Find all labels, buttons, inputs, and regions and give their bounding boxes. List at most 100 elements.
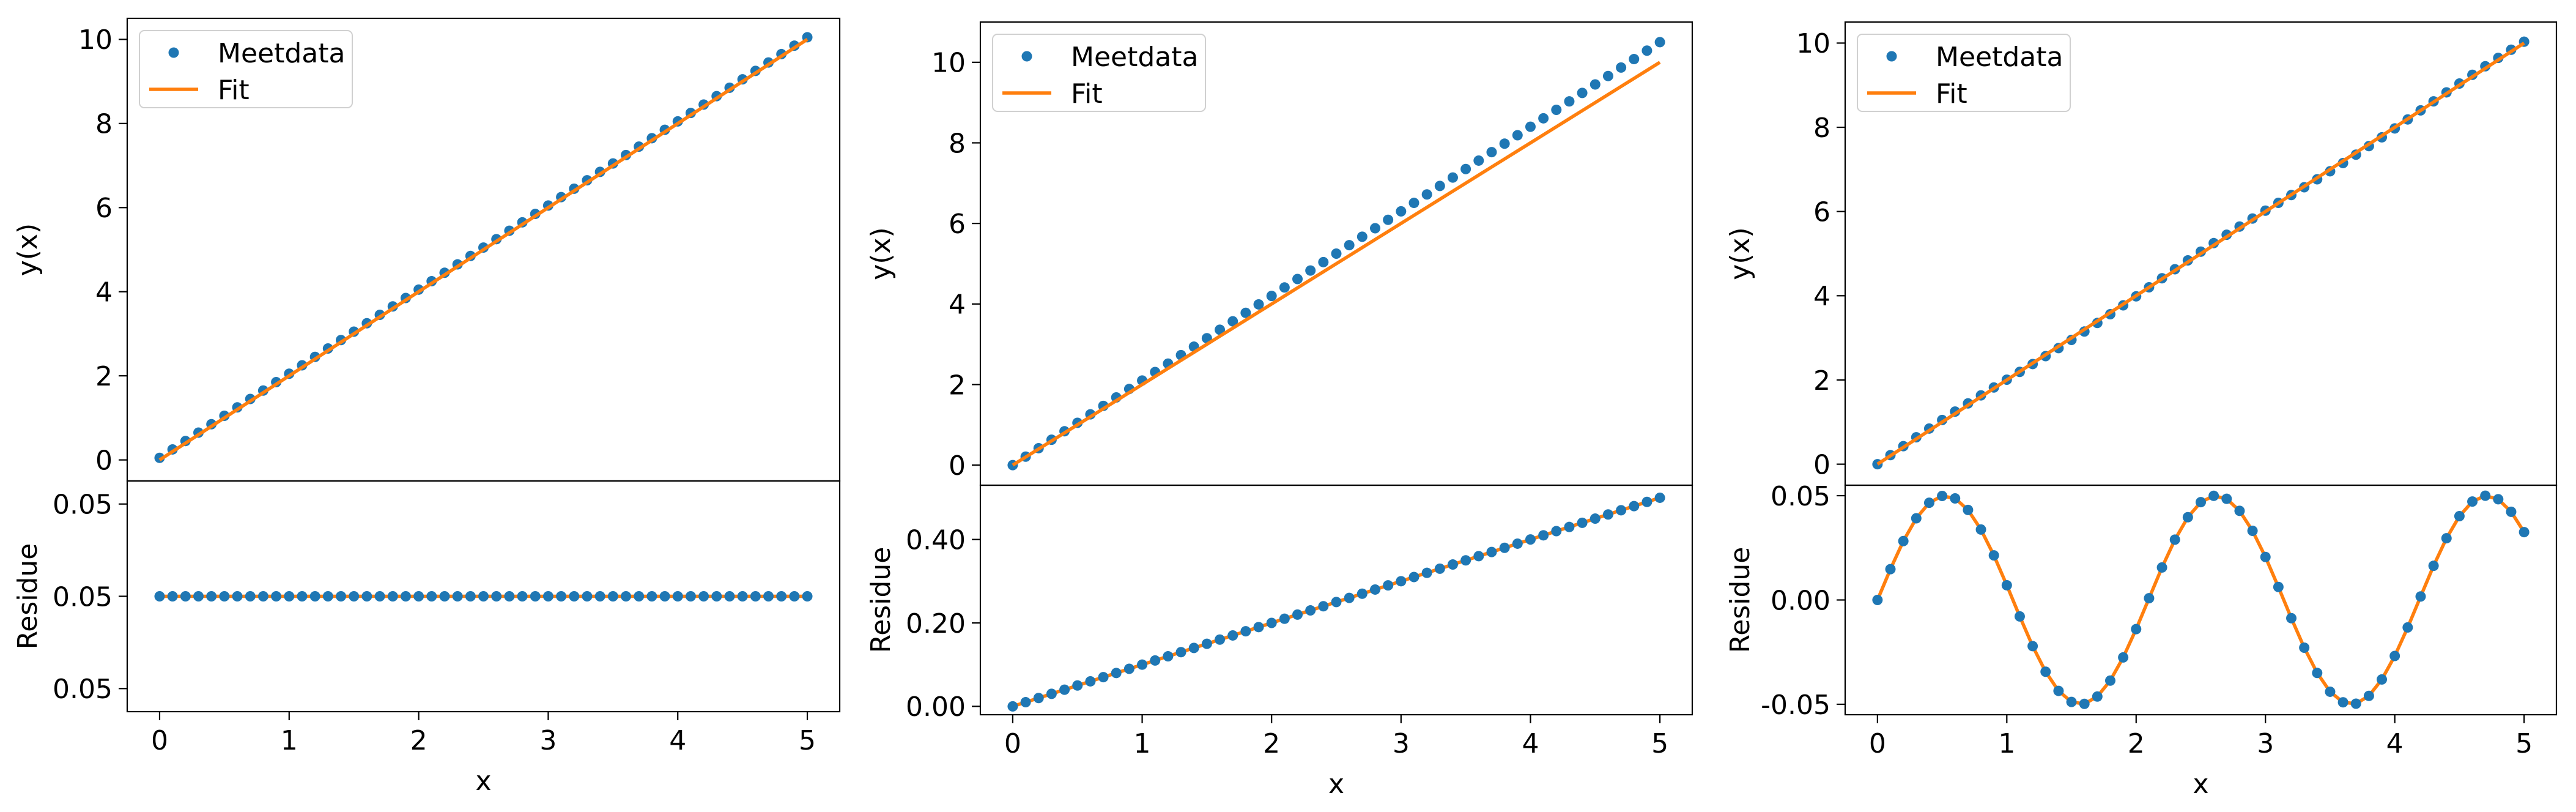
fit-line [158, 38, 809, 461]
data-point [1059, 684, 1070, 695]
data-point [322, 591, 333, 602]
data-point [2144, 593, 2155, 604]
data-point [1641, 496, 1653, 507]
y-tick-label: 10 [78, 24, 113, 56]
y-tick-label: 0.00 [1771, 585, 1830, 616]
y-tick-label: 8 [949, 128, 966, 159]
x-axis-label: x [1328, 769, 1344, 800]
data-point [1577, 88, 1588, 99]
x-axis-label: x [475, 765, 491, 797]
x-tick-label: 1 [281, 725, 298, 756]
x-tick-label: 2 [2128, 728, 2145, 759]
legend-label-fit: Fit [218, 75, 250, 106]
y-tick-label: -0.05 [1761, 690, 1830, 721]
y-tick-label: 4 [95, 277, 113, 308]
data-point [2337, 697, 2348, 708]
data-point [1525, 534, 1536, 545]
data-point [361, 591, 372, 602]
y-tick-label: 10 [1796, 28, 1830, 59]
data-point [1318, 256, 1329, 267]
data-point [1486, 546, 1497, 557]
y-tick-label: 10 [931, 48, 966, 79]
data-point [1460, 555, 1471, 566]
legend-label-meetdata: Meetdata [1936, 42, 2063, 73]
data-point [2363, 690, 2374, 701]
data-point [1602, 70, 1613, 81]
data-point [387, 591, 398, 602]
data-point [2519, 527, 2530, 538]
data-point [232, 591, 243, 602]
data-point [1253, 299, 1264, 310]
data-point [569, 591, 580, 602]
data-point [1616, 62, 1627, 73]
series-group [1007, 492, 1665, 712]
data-point [1305, 605, 1316, 616]
data-point [1201, 638, 1212, 649]
data-point [2506, 506, 2517, 517]
data-point [776, 591, 787, 602]
bottom-axes: 0.05 0.05 0.05 Residue 0 1 2 3 4 5 x [12, 480, 841, 797]
x-tick-label: 2 [410, 725, 427, 756]
data-point [2480, 490, 2491, 501]
x-tick-label: 0 [1004, 728, 1021, 759]
data-point [1020, 697, 1031, 708]
y-tick-label: 0.20 [906, 608, 966, 639]
y-tick-label: 6 [1813, 197, 1830, 228]
panel-left: 0 2 4 6 8 10 y(x) 0.05 0.05 0.05 Residue 0 1 2 3 4 5 x Mee… [12, 17, 841, 797]
data-point [1538, 530, 1549, 541]
data-point [1421, 189, 1432, 200]
data-point [2221, 493, 2232, 504]
data-point [2467, 496, 2478, 507]
fit-line [1876, 494, 2526, 706]
bottom-frame [1844, 484, 2558, 716]
y-tick-label: 2 [949, 370, 966, 401]
data-point [1988, 550, 1999, 561]
data-point [1538, 113, 1549, 124]
data-point [1111, 668, 1122, 679]
y-tick-label: 0 [949, 450, 966, 482]
data-point [452, 591, 463, 602]
data-point [271, 591, 282, 602]
y-tick-label: 4 [1813, 281, 1830, 312]
data-point [750, 591, 761, 602]
data-point [1950, 493, 1961, 504]
data-point [284, 591, 295, 602]
data-point [2196, 497, 2206, 508]
y-tick-label: 2 [1813, 365, 1830, 397]
panel-right: 0 2 4 6 8 10 y(x) -0.05 0.00 0.05 Residue 0 1 2 3 4 5 x Me… [1725, 21, 2558, 800]
x-tick-label: 5 [2515, 728, 2533, 759]
data-point [1085, 676, 1096, 687]
data-point [2079, 698, 2090, 709]
data-point [659, 591, 670, 602]
x-tick-label: 3 [539, 725, 557, 756]
data-point [789, 591, 800, 602]
data-point [2053, 685, 2064, 696]
data-point [1408, 198, 1419, 209]
data-point [1629, 54, 1640, 65]
data-point [1356, 588, 1368, 599]
top-axes: 0 2 4 6 8 10 y(x) [12, 17, 841, 482]
x-tick-label: 3 [1393, 728, 1410, 759]
series-group [154, 32, 813, 463]
data-point [2273, 581, 2284, 592]
data-point [737, 591, 748, 602]
y-tick-label: 0.05 [53, 674, 113, 705]
data-point [193, 591, 204, 602]
x-tick-label: 3 [2257, 728, 2274, 759]
data-point [1473, 551, 1484, 562]
data-point [2169, 534, 2180, 545]
data-point [2040, 666, 2051, 677]
data-point [154, 452, 165, 463]
series-group [1872, 36, 2530, 470]
data-point [1577, 517, 1588, 528]
data-point [1447, 172, 1458, 183]
series-group [154, 591, 813, 602]
data-point [1331, 597, 1342, 608]
x-tick-label: 2 [1263, 728, 1280, 759]
data-point [724, 591, 735, 602]
x-tick-label: 4 [1522, 728, 1539, 759]
data-point [1923, 497, 1934, 508]
top-axes: 0 2 4 6 8 10 y(x) [865, 21, 1693, 486]
data-point [1396, 576, 1407, 587]
data-point [2441, 533, 2452, 544]
